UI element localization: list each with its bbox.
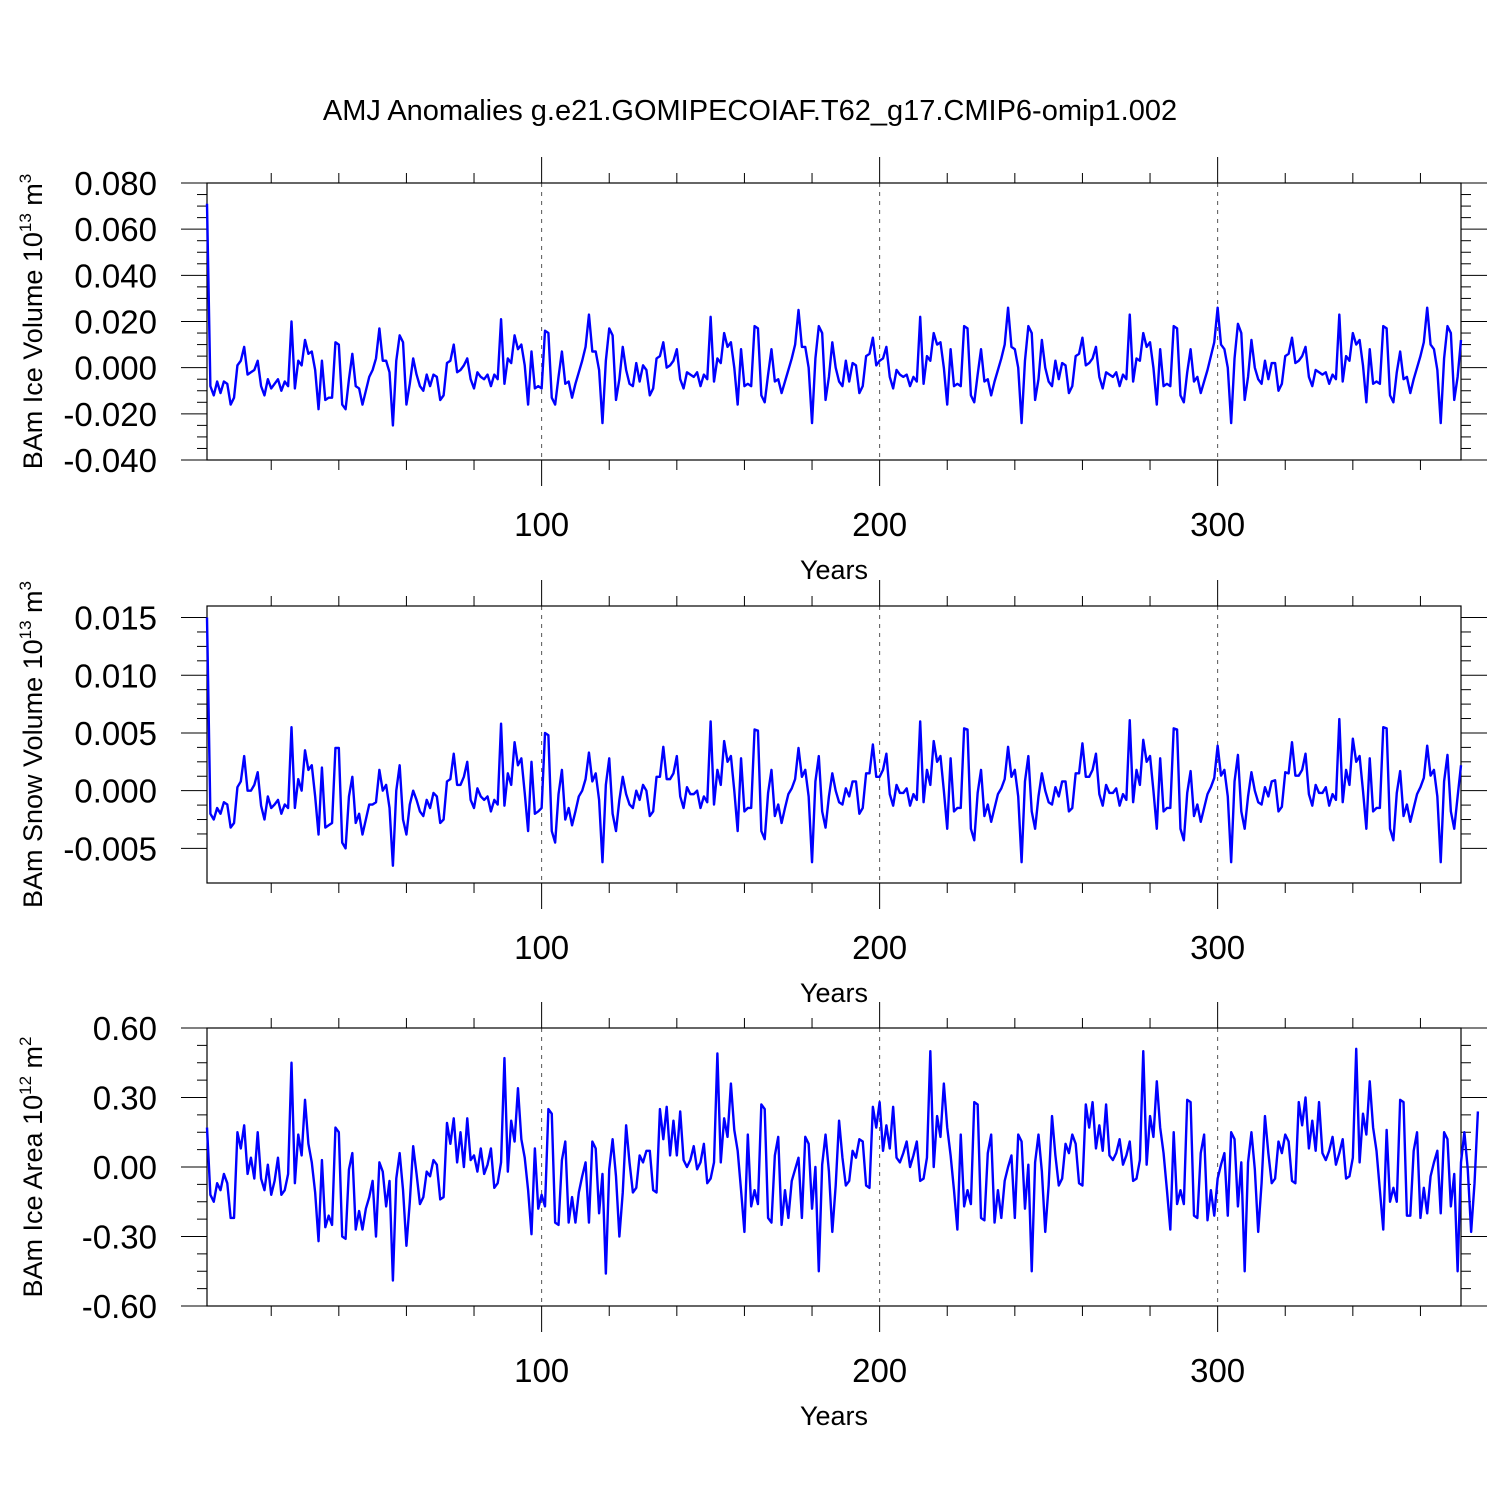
plot-frame [206,1027,1462,1307]
series-line [205,203,1463,427]
x-tick-label: 300 [1190,506,1245,543]
y-axis-title: BAm Ice Volume 1013 m3 [16,174,48,470]
x-tick-label: 100 [514,1352,569,1389]
y-axis-title-part: BAm Ice Area 10 [18,1095,48,1298]
y-tick-label: 0.30 [93,1080,157,1117]
y-axis-title-part: m [18,590,48,620]
y-tick-label: 0.60 [93,1010,157,1047]
y-axis-title-part: m [18,183,48,213]
x-tick-label: 300 [1190,1352,1245,1389]
panel-2: 100 200 300 -0.005 0.000 0.005 0.010 0.015 Years… [16,580,1487,1008]
panel-3: 100 200 300 -0.60 -0.30 0.00 0.30 0.60 Years BAm … [16,1002,1487,1431]
y-axis-title-superscript: 13 [16,620,35,639]
panel-1: 100 200 300 -0.040 -0.020 0.000 0.020 0.040 0.06… [16,157,1487,585]
x-axis-title: Years [800,555,868,585]
y-tick-label: 0.000 [74,773,157,810]
y-tick-label: 0.000 [74,350,157,387]
plot-frame [206,605,1462,884]
y-tick-label: 0.010 [74,657,157,694]
y-tick-label: -0.60 [82,1288,157,1325]
y-tick-label: 0.040 [74,257,157,294]
x-tick-label: 100 [514,506,569,543]
y-axis-title-superscript: 3 [16,581,35,590]
y-axis-title: BAm Snow Volume 1013 m3 [16,581,48,908]
x-axis-title: Years [800,978,868,1008]
x-tick-label: 200 [852,929,907,966]
y-tick-label: -0.005 [63,830,157,867]
x-tick-label: 200 [852,506,907,543]
plot-frame [206,182,1462,461]
x-tick-label: 300 [1190,929,1245,966]
y-tick-label: 0.060 [74,211,157,248]
x-tick-label: 200 [852,1352,907,1389]
y-axis-title-superscript: 3 [16,174,35,183]
y-axis-title: BAm Ice Area 1012 m2 [16,1037,48,1298]
x-tick-label: 100 [514,929,569,966]
y-axis-title-superscript: 12 [16,1076,35,1095]
y-tick-label: -0.30 [82,1219,157,1256]
panels: 100 200 300 -0.040 -0.020 0.000 0.020 0.040 0.06… [16,157,1487,1431]
y-axis-title-part: BAm Ice Volume 10 [18,232,48,469]
y-tick-label: -0.020 [63,396,157,433]
chart-title: AMJ Anomalies g.e21.GOMIPECOIAF.T62_g17.… [323,95,1177,127]
y-axis-title-part: m [18,1046,48,1076]
series-line [205,617,1463,867]
x-axis-title: Years [800,1401,868,1431]
y-tick-label: 0.080 [74,165,157,202]
y-axis-title-superscript: 13 [16,213,35,232]
y-tick-label: 0.00 [93,1149,157,1186]
y-tick-label: 0.020 [74,304,157,341]
y-tick-label: 0.015 [74,600,157,637]
y-axis-title-superscript: 2 [16,1037,35,1046]
y-tick-label: -0.040 [63,442,157,479]
series-line [205,1047,1480,1282]
y-tick-label: 0.005 [74,715,157,752]
y-axis-title-part: BAm Snow Volume 10 [18,639,48,908]
